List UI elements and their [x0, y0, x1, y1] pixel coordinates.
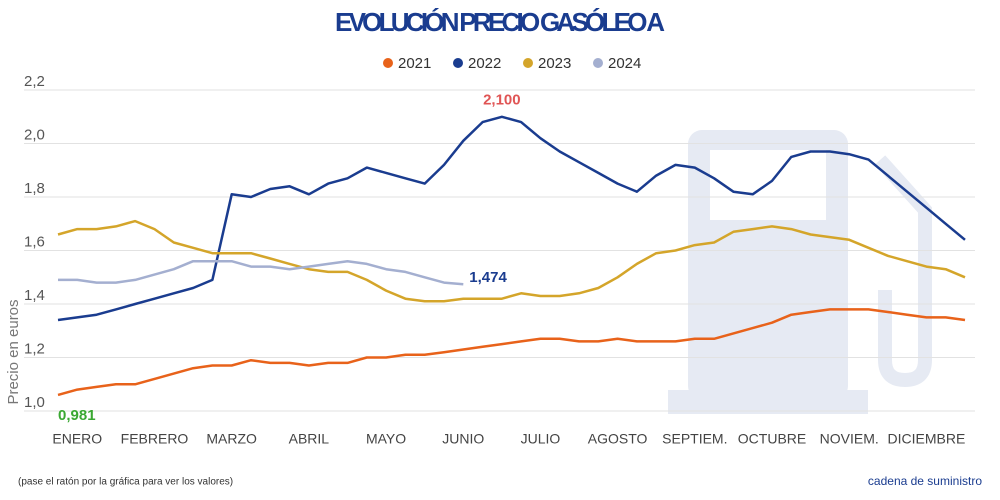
brand: cadena de suministro — [868, 474, 982, 488]
chart-title: EVOLUCIÓN PRECIO GASÓLEO A — [335, 7, 665, 37]
legend-label: 2022 — [468, 55, 501, 72]
x-tick-label: SEPTIEM. — [662, 431, 727, 447]
annotation: 0,981 — [58, 407, 96, 424]
legend-label: 2021 — [398, 55, 431, 72]
y-tick-label: 2,2 — [24, 73, 45, 90]
note: (pase el ratón por la gráfica para ver l… — [18, 477, 233, 488]
series-line — [58, 259, 464, 286]
x-tick-label: FEBRERO — [121, 431, 189, 447]
x-tick-label: NOVIEM. — [820, 431, 879, 447]
y-axis-label: Precio en euros — [5, 299, 22, 404]
x-tick-label: ABRIL — [289, 431, 330, 447]
x-tick-label: DICIEMBRE — [888, 431, 966, 447]
series-line — [57, 308, 966, 397]
y-tick-label: 1,8 — [24, 180, 45, 197]
annotation: 2,100 — [483, 92, 521, 109]
legend-label: 2023 — [538, 55, 571, 72]
x-tick-label: OCTUBRE — [738, 431, 806, 447]
x-tick-label: AGOSTO — [588, 431, 648, 447]
y-tick-label: 1,6 — [24, 233, 45, 250]
legend-label: 2024 — [608, 55, 641, 72]
annotation: 1,474 — [469, 269, 507, 286]
x-tick-label: ENERO — [52, 431, 102, 447]
x-tick-label: JUNIO — [442, 431, 484, 447]
x-tick-label: JULIO — [521, 431, 561, 447]
y-tick-label: 1,0 — [24, 394, 45, 411]
y-tick-label: 1,4 — [24, 287, 45, 304]
x-tick-label: MAYO — [366, 431, 406, 447]
series-line — [57, 219, 966, 303]
pump-icon — [668, 130, 932, 414]
x-tick-label: MARZO — [206, 431, 257, 447]
y-tick-label: 2,0 — [24, 126, 45, 143]
legend-marker — [383, 58, 393, 68]
y-tick-label: 1,2 — [24, 340, 45, 357]
legend-marker — [453, 58, 463, 68]
legend-marker — [593, 58, 603, 68]
series-line — [57, 115, 966, 322]
legend-marker — [523, 58, 533, 68]
